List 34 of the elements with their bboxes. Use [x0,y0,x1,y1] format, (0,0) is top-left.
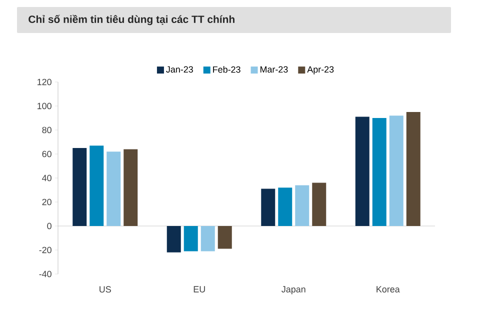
bar [106,152,121,226]
bar [355,116,370,226]
y-tick-label: 0 [47,222,52,230]
y-tick-label: 60 [42,150,52,158]
bar [184,226,198,252]
legend-label: Feb-23 [213,66,240,73]
bar [90,146,104,226]
legend-label: Mar-23 [260,66,288,73]
y-tick-label: -40 [39,270,52,278]
bar [389,116,404,226]
chart-title: Chỉ số niềm tin tiêu dùng tại các TT chính [28,14,234,26]
y-tick-label: 120 [38,78,52,86]
bar [166,226,181,252]
x-tick-label: Korea [376,286,400,292]
bar [295,185,310,226]
y-tick-label: 100 [38,102,52,110]
x-tick-label: US [100,286,111,293]
bar [372,118,386,226]
bar [312,182,326,226]
y-tick-label: 40 [42,174,52,182]
y-tick-label: 80 [42,126,52,134]
x-tick-label: EU [194,286,205,292]
y-tick-label: 20 [42,198,52,206]
bar [278,188,292,226]
bar [200,226,215,252]
y-tick-label: -20 [39,246,52,254]
legend-label: Apr-23 [307,66,334,74]
bar [406,112,420,226]
bar [72,148,87,226]
bar [124,149,138,226]
bar [261,188,276,226]
x-tick-label: Japan [282,286,306,294]
legend-label: Jan-23 [166,66,193,73]
bar [218,226,232,249]
